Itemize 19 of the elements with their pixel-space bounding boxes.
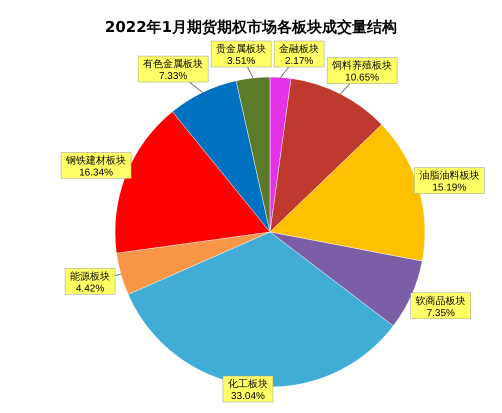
data-label: 16.34% xyxy=(79,167,114,178)
slice-label: 能源板块 xyxy=(70,270,110,282)
slice-label: 有色金属板块 xyxy=(143,58,204,70)
data-label: 7.35% xyxy=(426,308,456,319)
data-label: 33.04% xyxy=(231,391,266,402)
slice-label: 软商品板块 xyxy=(416,294,466,307)
data-label: 7.33% xyxy=(158,71,188,82)
slice-label: 金融板块 xyxy=(279,43,320,55)
slice-label: 贵金属板块 xyxy=(216,43,266,55)
data-label: 10.65% xyxy=(345,72,380,84)
slice-label: 油脂油料板块 xyxy=(419,170,480,182)
chart-title: 2022年1月期货期权市场各板块成交量结构 xyxy=(104,18,398,36)
slice-label: 钢铁建材板块 xyxy=(65,154,126,166)
data-label: 2.17% xyxy=(284,56,314,67)
data-label: 4.42% xyxy=(76,283,104,294)
slice-label: 饲料养殖板块 xyxy=(331,60,392,72)
slice-label: 化工板块 xyxy=(228,378,268,390)
data-label: 3.51% xyxy=(226,56,256,67)
data-label: 15.19% xyxy=(432,182,466,194)
